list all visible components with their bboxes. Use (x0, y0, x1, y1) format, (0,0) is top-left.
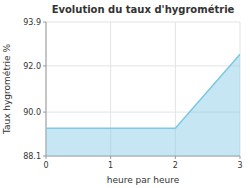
tick-label: 93.9 (23, 18, 41, 27)
background (0, 0, 250, 188)
tick-label: 1 (108, 161, 113, 170)
area (46, 54, 240, 156)
plot-area (46, 54, 240, 156)
tick-label: 88.1 (23, 152, 41, 161)
x-axis-label: heure par heure (107, 175, 180, 185)
tick-label: 92.0 (23, 62, 41, 71)
title: Evolution du taux d'hygrométrie (52, 4, 235, 15)
chart-container: 88.1 90.0 92.0 93.9 0 1 2 3 Evolution du taux d'… (0, 0, 250, 188)
grid-line (46, 22, 240, 23)
tick-label: 2 (173, 161, 178, 170)
grid (46, 22, 240, 156)
grid-line (46, 65, 240, 66)
tick-label: 3 (237, 161, 242, 170)
chart: 88.1 90.0 92.0 93.9 0 1 2 3 Evolution du taux d'… (0, 0, 250, 188)
line (46, 54, 240, 128)
y-axis-label: Taux hygrométrie % (2, 43, 12, 135)
axes: 88.1 90.0 92.0 93.9 0 1 2 3 (23, 18, 242, 170)
tick-label: 0 (43, 161, 48, 170)
tick-label: 90.0 (23, 108, 41, 117)
